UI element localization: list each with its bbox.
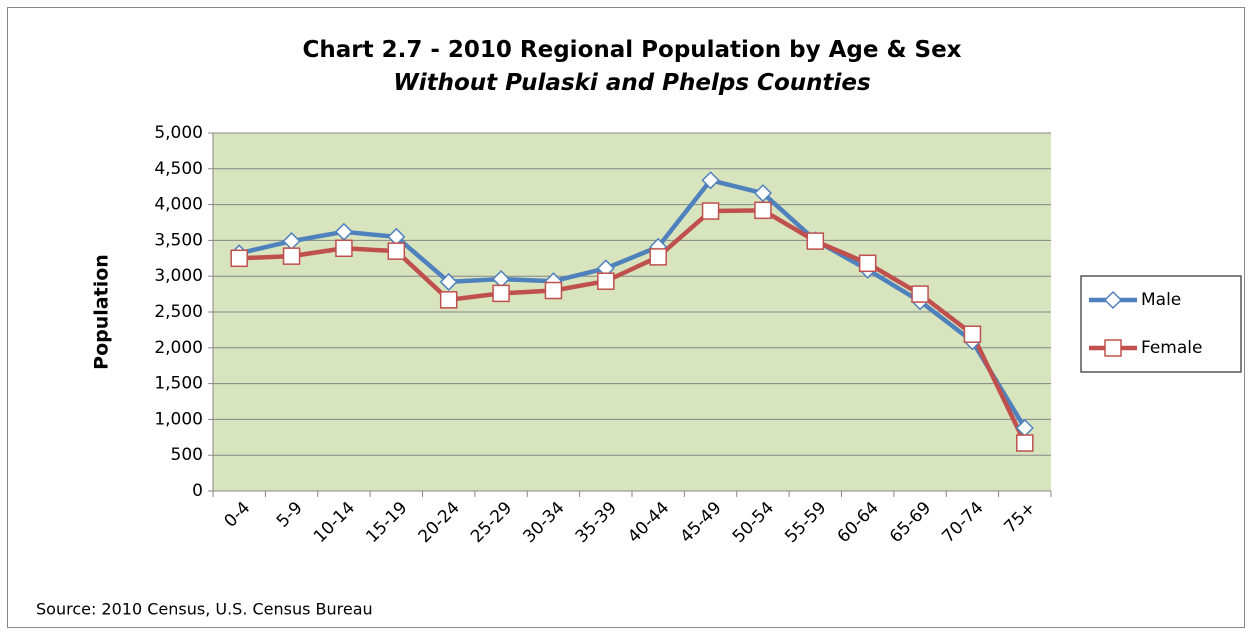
y-tick-label: 4,500 (154, 159, 203, 179)
legend-label: Male (1141, 290, 1181, 310)
y-tick-label: 4,000 (154, 195, 203, 215)
y-axis-label: Population (91, 254, 113, 370)
data-point (858, 254, 877, 273)
data-point (439, 272, 458, 291)
data-point (754, 201, 772, 220)
y-tick-label: 5,000 (154, 123, 203, 143)
data-point (335, 239, 353, 258)
data-point (963, 325, 982, 343)
data-point (806, 232, 825, 250)
legend-label: Female (1141, 338, 1202, 358)
data-point (701, 202, 720, 220)
data-point (439, 291, 458, 309)
legend-marker (1103, 290, 1123, 310)
y-tick-label: 3,500 (154, 230, 203, 250)
data-point (492, 284, 510, 303)
data-point (544, 281, 563, 300)
y-tick-label: 1,500 (154, 374, 203, 394)
data-point (649, 248, 667, 266)
series-line (239, 208, 1027, 445)
data-point (387, 242, 406, 260)
chart-subtitle: Without Pulaski and Phelps Counties (393, 70, 870, 96)
y-tick-label: 3,000 (154, 266, 203, 286)
data-point (701, 171, 720, 190)
y-tick-label: 0 (192, 481, 203, 501)
data-point (753, 184, 772, 203)
data-point (597, 272, 615, 290)
y-tick-label: 1,000 (154, 409, 203, 429)
data-point (1016, 434, 1034, 452)
series-line (238, 178, 1027, 430)
source-note: Source: 2010 Census, U.S. Census Bureau (36, 600, 373, 619)
data-point (911, 285, 929, 303)
chart-title: Chart 2.7 - 2010 Regional Population by … (302, 37, 961, 63)
y-tick-label: 2,500 (154, 302, 203, 322)
legend-marker (1104, 339, 1122, 357)
data-point (282, 247, 301, 265)
data-point (230, 249, 248, 268)
y-tick-label: 2,000 (154, 338, 203, 358)
y-tick-label: 500 (171, 445, 203, 465)
